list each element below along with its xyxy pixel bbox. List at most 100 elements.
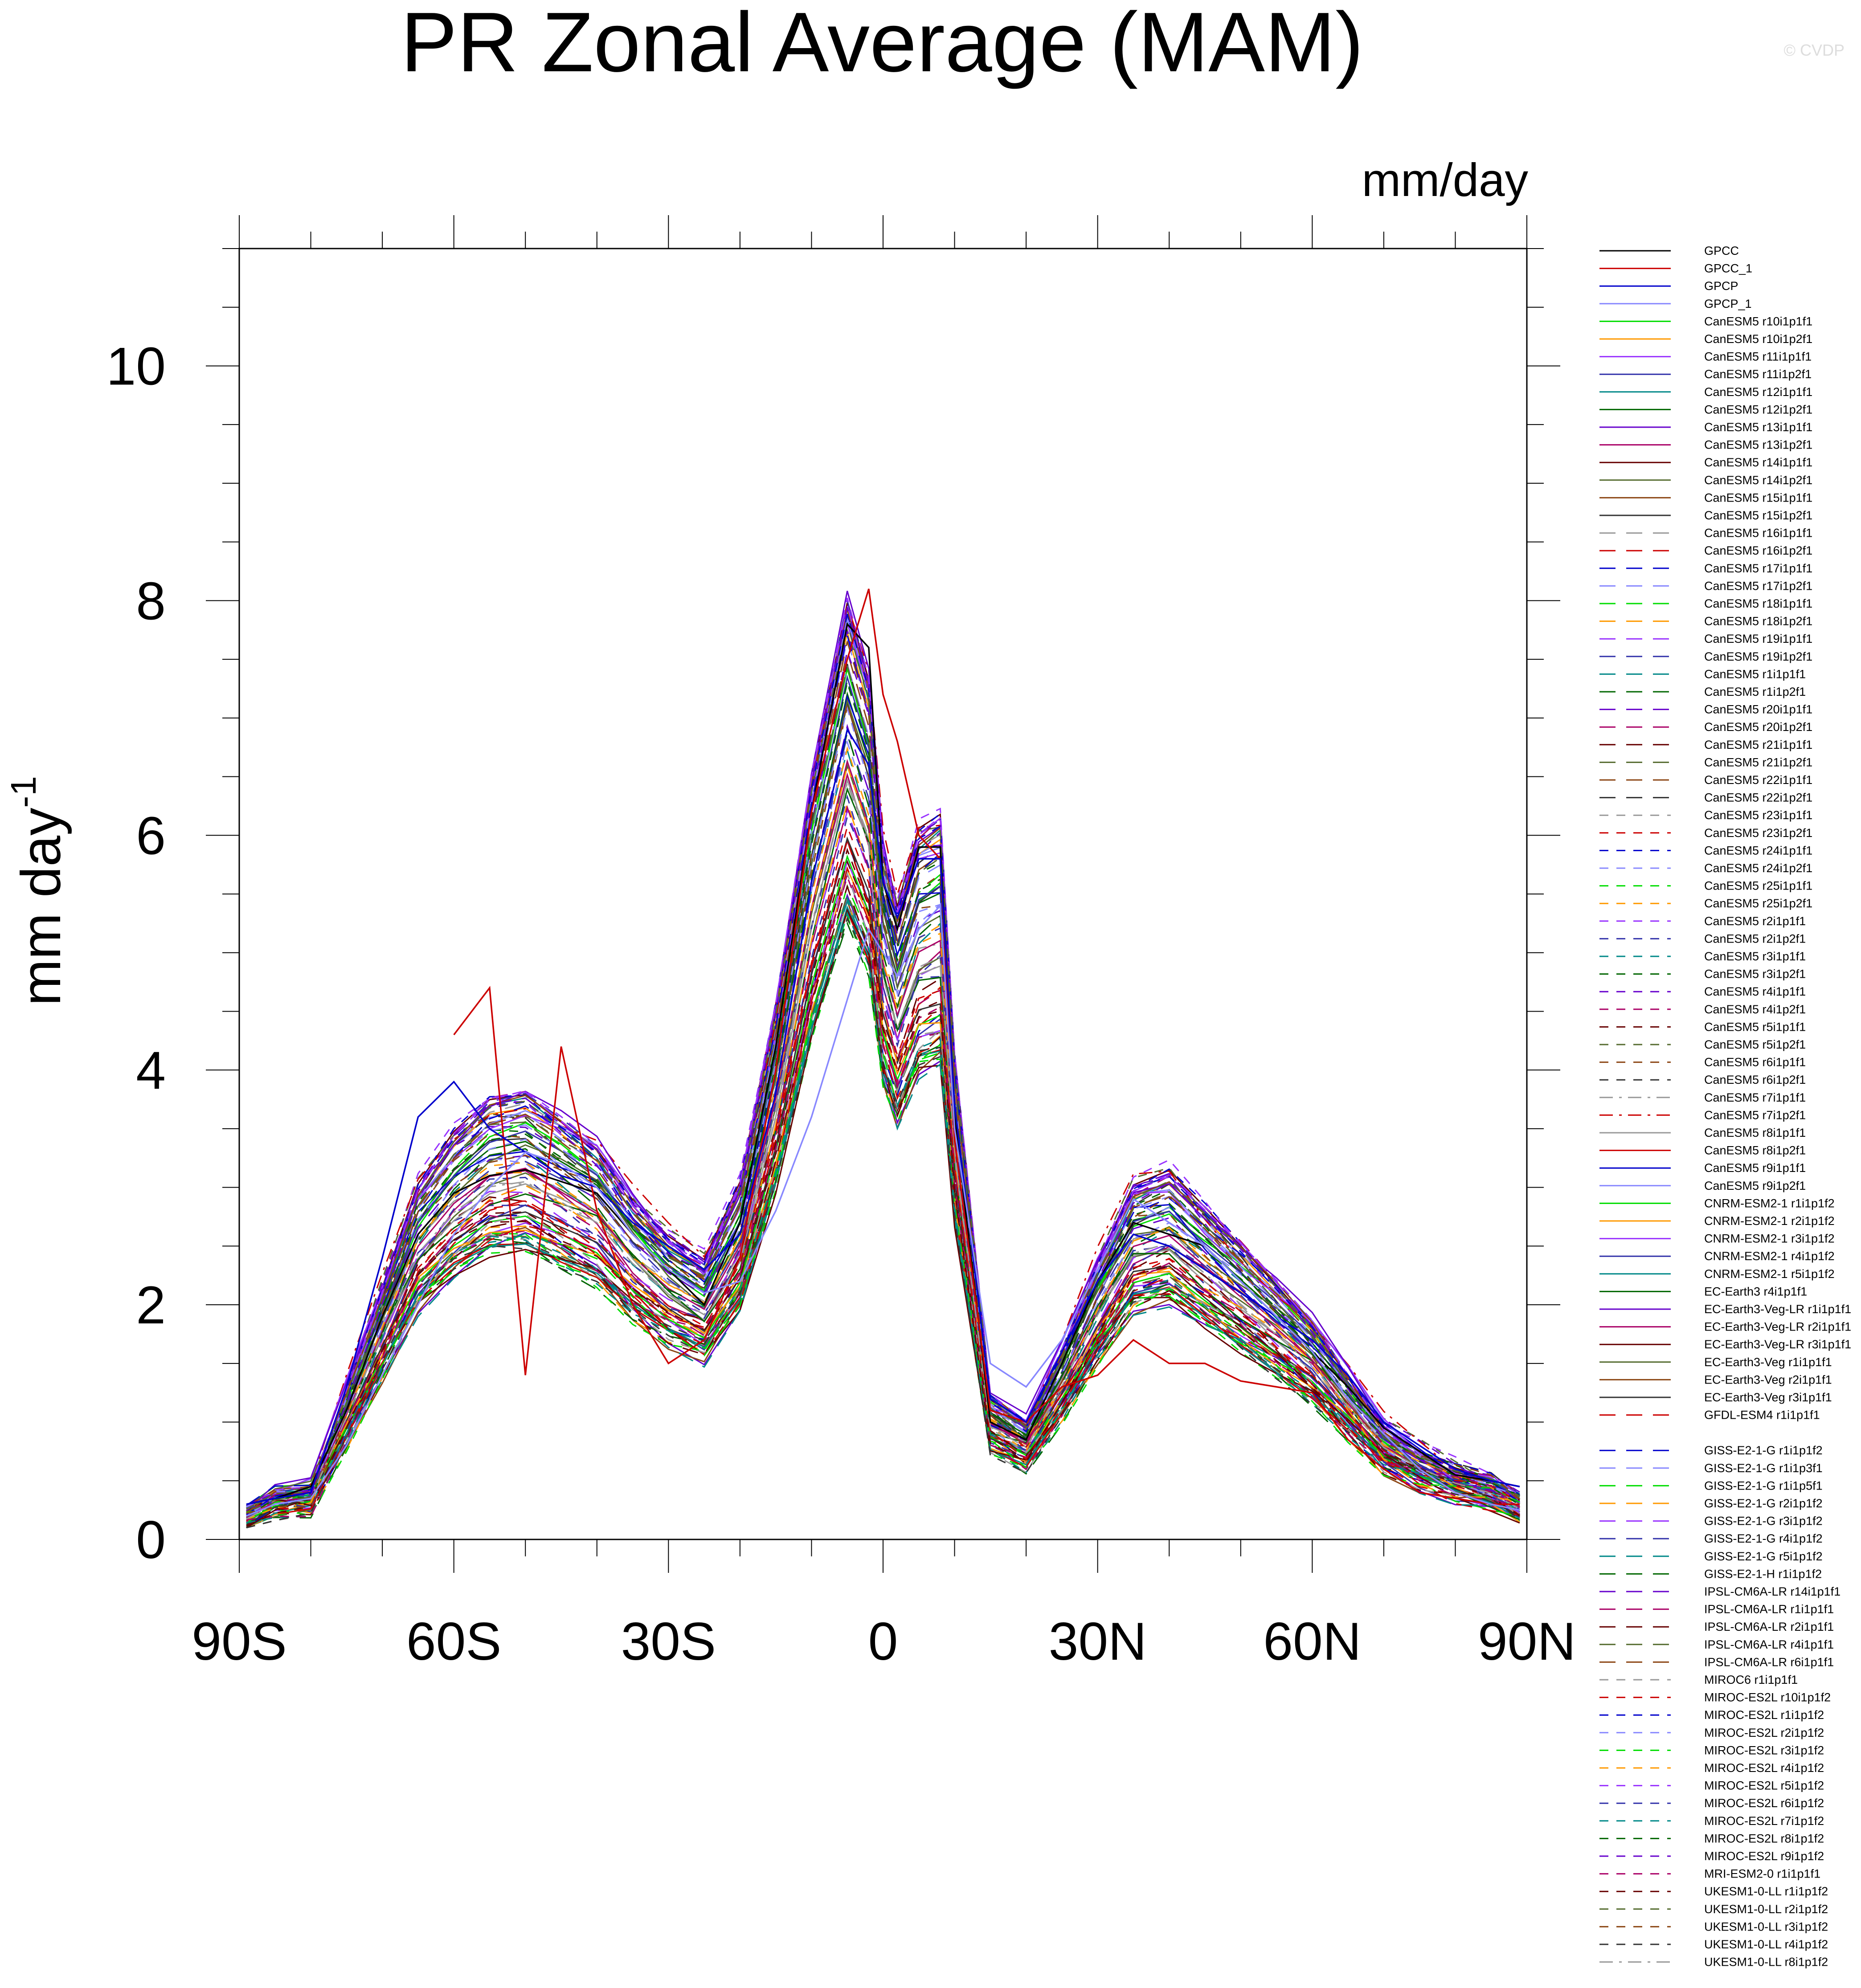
model-series-line bbox=[246, 866, 1520, 1522]
legend: GPCC GPCC_1 GPCP GPCP_1 CanESM5 r10i1p1f1 Can… bbox=[1599, 244, 1851, 1969]
model-series-line bbox=[246, 911, 1520, 1523]
legend-label: UKESM1-0-LL r3i1p1f2 bbox=[1704, 1920, 1828, 1933]
legend-label: MIROC-ES2L r3i1p1f2 bbox=[1704, 1743, 1824, 1757]
model-series-line bbox=[246, 772, 1520, 1507]
obs-series-line bbox=[453, 588, 1520, 1505]
legend-label: UKESM1-0-LL r1i1p1f2 bbox=[1704, 1885, 1828, 1898]
y-axis-label: mm day-1 bbox=[4, 776, 72, 1006]
legend-label: GISS-E2-1-G r2i1p1f2 bbox=[1704, 1497, 1823, 1510]
legend-label: CanESM5 r15i1p1f1 bbox=[1704, 491, 1812, 504]
model-series-line bbox=[246, 623, 1520, 1510]
x-tick-label: 90S bbox=[192, 1612, 287, 1671]
legend-label: CanESM5 r16i1p2f1 bbox=[1704, 544, 1812, 557]
model-series-line bbox=[246, 838, 1520, 1514]
model-series-line bbox=[246, 805, 1520, 1514]
legend-label: CanESM5 r3i1p1f1 bbox=[1704, 950, 1806, 963]
legend-label: CanESM5 r6i1p1f1 bbox=[1704, 1056, 1806, 1069]
legend-label: CanESM5 r13i1p1f1 bbox=[1704, 420, 1812, 434]
model-series-line bbox=[246, 854, 1520, 1521]
legend-label: CanESM5 r18i1p2f1 bbox=[1704, 615, 1812, 628]
legend-label: CNRM-ESM2-1 r1i1p1f2 bbox=[1704, 1196, 1835, 1210]
x-tick-label: 30N bbox=[1049, 1612, 1147, 1671]
legend-label: CanESM5 r4i1p2f1 bbox=[1704, 1003, 1806, 1016]
legend-label: CanESM5 r15i1p2f1 bbox=[1704, 509, 1812, 522]
model-series-line bbox=[246, 639, 1520, 1516]
model-series-line bbox=[246, 664, 1520, 1511]
legend-label: MIROC-ES2L r1i1p1f2 bbox=[1704, 1708, 1824, 1722]
y-tick-label: 2 bbox=[136, 1275, 166, 1335]
model-series-line bbox=[246, 759, 1520, 1518]
model-series-line bbox=[246, 899, 1520, 1529]
legend-label: CanESM5 r23i1p2f1 bbox=[1704, 826, 1812, 840]
axes-ticks bbox=[206, 215, 1560, 1573]
legend-label: CanESM5 r2i1p1f1 bbox=[1704, 914, 1806, 928]
legend-label: EC-Earth3-Veg-LR r3i1p1f1 bbox=[1704, 1338, 1851, 1351]
legend-label: CNRM-ESM2-1 r5i1p1f2 bbox=[1704, 1267, 1835, 1281]
legend-label: GPCP bbox=[1704, 279, 1738, 293]
x-tick-label: 0 bbox=[868, 1612, 898, 1671]
legend-label: CanESM5 r17i1p2f1 bbox=[1704, 579, 1812, 592]
legend-label: GISS-E2-1-G r5i1p1f2 bbox=[1704, 1550, 1823, 1563]
legend-label: CanESM5 r21i1p2f1 bbox=[1704, 755, 1812, 769]
legend-label: CanESM5 r20i1p2f1 bbox=[1704, 720, 1812, 734]
legend-label: GISS-E2-1-G r1i1p3f1 bbox=[1704, 1461, 1823, 1475]
chart-title: PR Zonal Average (MAM) bbox=[401, 0, 1363, 90]
legend-label: CanESM5 r5i1p2f1 bbox=[1704, 1038, 1806, 1051]
model-series-line bbox=[246, 860, 1520, 1527]
legend-label: UKESM1-0-LL r4i1p1f2 bbox=[1704, 1938, 1828, 1951]
legend-label: CanESM5 r9i1p1f1 bbox=[1704, 1161, 1806, 1175]
legend-label: CanESM5 r1i1p1f1 bbox=[1704, 667, 1806, 681]
legend-label: CanESM5 r11i1p2f1 bbox=[1704, 367, 1812, 381]
legend-label: EC-Earth3-Veg r1i1p1f1 bbox=[1704, 1355, 1832, 1369]
model-series-line bbox=[246, 884, 1520, 1524]
legend-label: GFDL-ESM4 r1i1p1f1 bbox=[1704, 1408, 1820, 1422]
legend-label: CanESM5 r2i1p2f1 bbox=[1704, 932, 1806, 945]
legend-label: CanESM5 r19i1p1f1 bbox=[1704, 632, 1812, 645]
model-series-line bbox=[246, 591, 1520, 1511]
units-label: mm/day bbox=[1362, 154, 1529, 206]
model-series-line bbox=[246, 597, 1520, 1510]
legend-label: CanESM5 r14i1p2f1 bbox=[1704, 474, 1812, 487]
legend-label: GISS-E2-1-H r1i1p1f2 bbox=[1704, 1567, 1822, 1580]
legend-label: CanESM5 r25i1p1f1 bbox=[1704, 879, 1812, 893]
model-series-line bbox=[246, 871, 1520, 1509]
legend-label: CanESM5 r22i1p1f1 bbox=[1704, 773, 1812, 787]
legend-label: CanESM5 r10i1p2f1 bbox=[1704, 332, 1812, 346]
legend-label: IPSL-CM6A-LR r2i1p1f1 bbox=[1704, 1620, 1834, 1633]
y-tick-label: 10 bbox=[106, 336, 166, 396]
model-series-line bbox=[246, 787, 1520, 1528]
legend-label: CanESM5 r20i1p1f1 bbox=[1704, 703, 1812, 716]
legend-label: CanESM5 r18i1p1f1 bbox=[1704, 597, 1812, 610]
legend-label: GISS-E2-1-G r1i1p5f1 bbox=[1704, 1479, 1823, 1492]
legend-label: CanESM5 r5i1p1f1 bbox=[1704, 1020, 1806, 1033]
model-series-line bbox=[246, 607, 1520, 1515]
legend-label: MIROC-ES2L r9i1p1f2 bbox=[1704, 1849, 1824, 1863]
y-tick-label: 0 bbox=[136, 1510, 166, 1570]
legend-label: CanESM5 r7i1p1f1 bbox=[1704, 1091, 1806, 1104]
x-tick-label: 90N bbox=[1478, 1612, 1576, 1671]
model-series-line bbox=[246, 680, 1520, 1517]
legend-label: CanESM5 r8i1p1f1 bbox=[1704, 1126, 1806, 1139]
legend-label: CanESM5 r14i1p1f1 bbox=[1704, 456, 1812, 469]
x-tick-label: 60N bbox=[1263, 1612, 1361, 1671]
legend-label: MIROC-ES2L r5i1p1f2 bbox=[1704, 1779, 1824, 1792]
y-axis-label-text: mm day bbox=[10, 808, 72, 1006]
legend-label: MIROC-ES2L r4i1p1f2 bbox=[1704, 1761, 1824, 1775]
model-series-line bbox=[246, 701, 1520, 1514]
copyright-label: © CVDP bbox=[1783, 41, 1845, 59]
legend-label: CanESM5 r8i1p2f1 bbox=[1704, 1144, 1806, 1157]
legend-label: CanESM5 r3i1p2f1 bbox=[1704, 967, 1806, 981]
legend-label: GPCC bbox=[1704, 244, 1739, 257]
obs-series-line bbox=[246, 727, 1520, 1505]
model-series-line bbox=[246, 604, 1520, 1509]
plot-frame bbox=[238, 248, 1528, 1540]
legend-label: CanESM5 r4i1p1f1 bbox=[1704, 985, 1806, 998]
model-series-line bbox=[246, 872, 1520, 1513]
legend-label: CanESM5 r10i1p1f1 bbox=[1704, 314, 1812, 328]
model-series-line bbox=[246, 836, 1520, 1526]
legend-label: CanESM5 r11i1p1f1 bbox=[1704, 350, 1812, 363]
legend-label: EC-Earth3-Veg-LR r1i1p1f1 bbox=[1704, 1302, 1851, 1316]
legend-label: MIROC-ES2L r10i1p1f2 bbox=[1704, 1691, 1831, 1704]
legend-label: GPCP_1 bbox=[1704, 297, 1752, 310]
obs-series-line bbox=[246, 904, 1520, 1517]
